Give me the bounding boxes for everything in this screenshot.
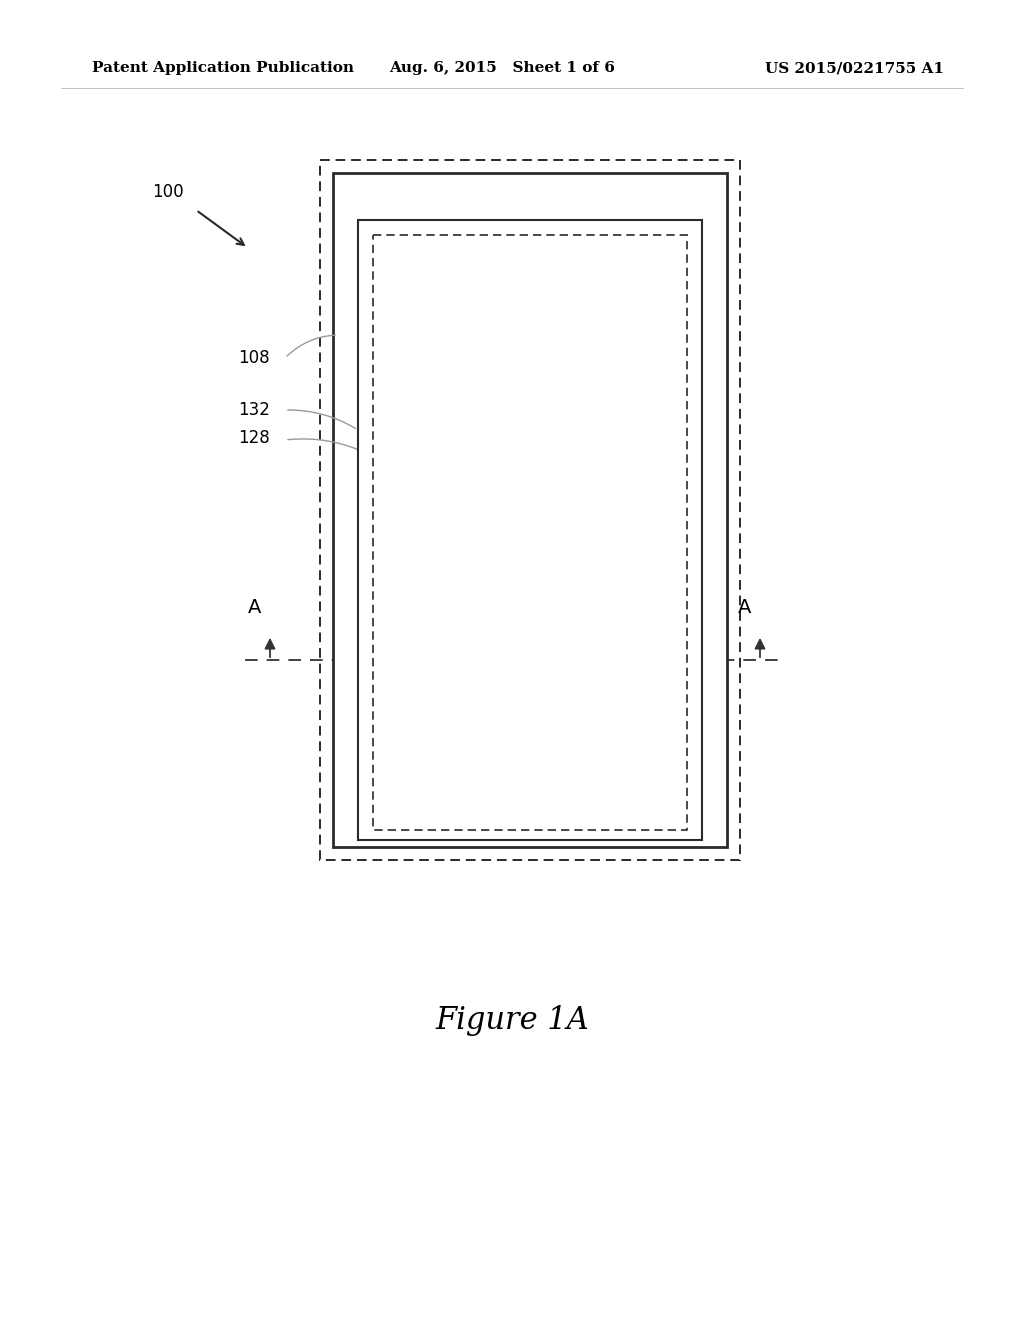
Text: Figure 1A: Figure 1A	[435, 1005, 589, 1035]
Text: A: A	[248, 598, 262, 616]
Bar	[373, 235, 687, 830]
Bar	[358, 220, 702, 840]
Text: US 2015/0221755 A1: US 2015/0221755 A1	[765, 61, 944, 75]
Text: A: A	[738, 598, 752, 616]
Text: 128: 128	[238, 429, 269, 447]
Bar	[319, 160, 740, 861]
Bar	[333, 173, 727, 847]
Text: 108: 108	[238, 348, 269, 367]
Text: Aug. 6, 2015   Sheet 1 of 6: Aug. 6, 2015 Sheet 1 of 6	[389, 61, 614, 75]
Text: 136: 136	[620, 401, 651, 418]
Text: 100: 100	[152, 183, 183, 201]
Text: 132: 132	[238, 401, 270, 418]
Text: Patent Application Publication: Patent Application Publication	[92, 61, 354, 75]
